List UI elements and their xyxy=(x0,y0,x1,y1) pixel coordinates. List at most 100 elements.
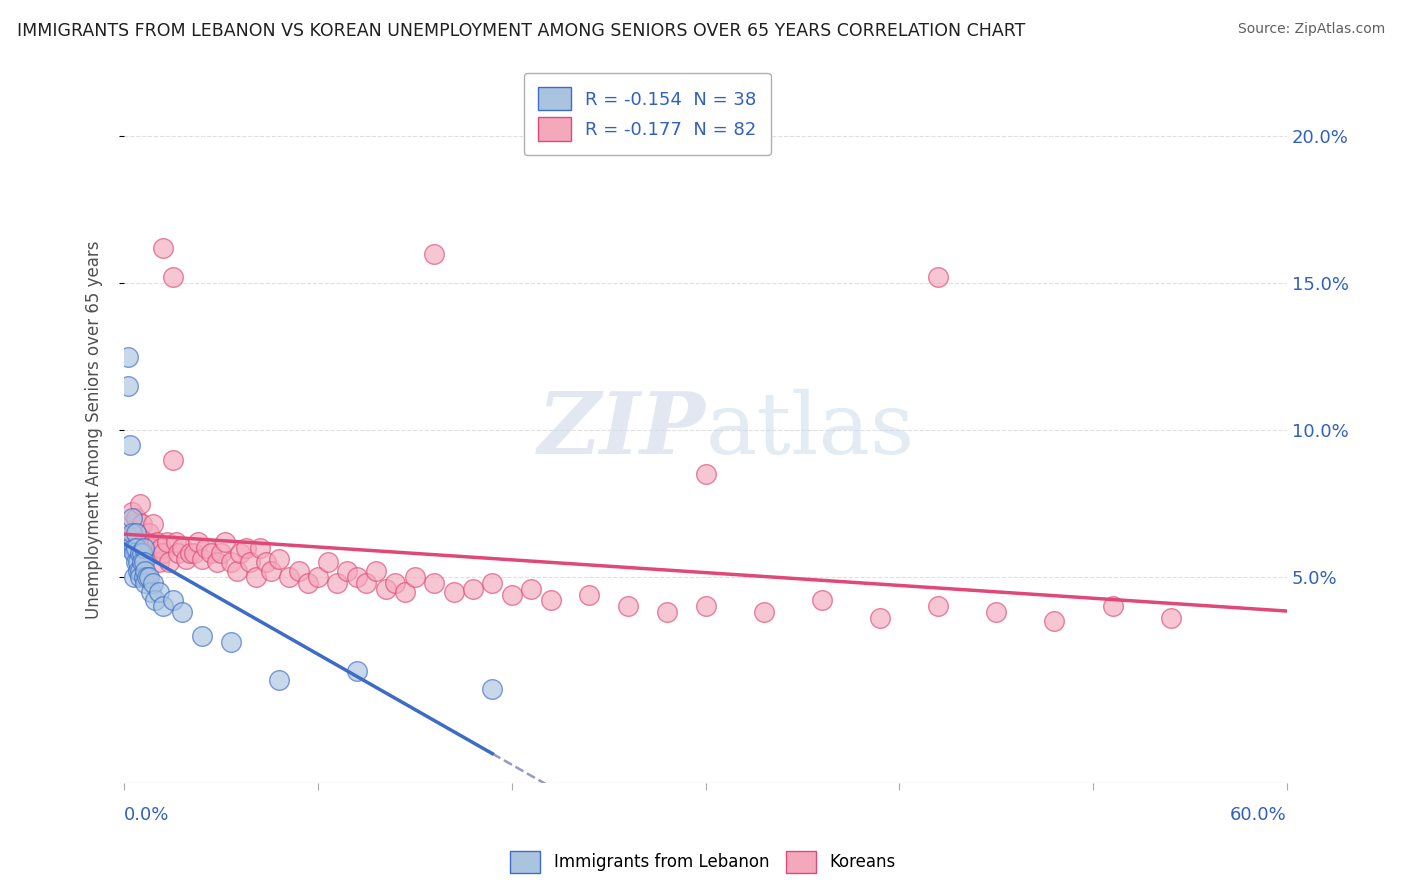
Point xyxy=(179,547,201,561)
Point xyxy=(136,570,159,584)
Text: 0.0%: 0.0% xyxy=(124,806,170,824)
Point xyxy=(134,541,156,555)
Point xyxy=(132,541,155,555)
Point xyxy=(143,593,166,607)
Point xyxy=(540,593,562,607)
Point xyxy=(167,547,190,561)
Point xyxy=(131,517,153,532)
Point xyxy=(127,525,149,540)
Point xyxy=(117,350,139,364)
Text: atlas: atlas xyxy=(706,389,915,472)
Point xyxy=(125,555,148,569)
Point xyxy=(695,467,717,482)
Point xyxy=(214,534,236,549)
Point xyxy=(229,547,252,561)
Point xyxy=(374,582,396,596)
Point xyxy=(239,555,262,569)
Point xyxy=(183,547,205,561)
Point xyxy=(127,564,149,578)
Point xyxy=(336,564,359,578)
Point xyxy=(269,552,291,566)
Point xyxy=(121,511,143,525)
Point xyxy=(162,593,184,607)
Point xyxy=(461,582,484,596)
Point xyxy=(166,534,188,549)
Point xyxy=(122,541,145,555)
Point xyxy=(811,593,834,607)
Point xyxy=(249,541,271,555)
Point xyxy=(149,541,172,555)
Point xyxy=(316,555,339,569)
Point xyxy=(125,525,148,540)
Point xyxy=(118,438,141,452)
Point xyxy=(1043,614,1066,628)
Point xyxy=(384,575,406,590)
Point xyxy=(927,270,949,285)
Point xyxy=(134,564,156,578)
Point xyxy=(1101,599,1123,614)
Point xyxy=(219,555,242,569)
Y-axis label: Unemployment Among Seniors over 65 years: Unemployment Among Seniors over 65 years xyxy=(86,241,103,619)
Point xyxy=(364,564,387,578)
Point xyxy=(118,517,141,532)
Point xyxy=(148,555,170,569)
Point xyxy=(260,564,283,578)
Point xyxy=(927,599,949,614)
Point xyxy=(121,525,143,540)
Point xyxy=(190,629,212,643)
Point xyxy=(148,584,170,599)
Point xyxy=(869,611,891,625)
Point xyxy=(131,555,153,569)
Point xyxy=(1160,611,1182,625)
Point xyxy=(986,605,1008,619)
Point xyxy=(172,541,194,555)
Point xyxy=(307,570,329,584)
Point xyxy=(128,547,150,561)
Point xyxy=(205,555,228,569)
Point xyxy=(695,599,717,614)
Point xyxy=(225,564,247,578)
Point xyxy=(200,547,222,561)
Point xyxy=(152,599,174,614)
Text: 60.0%: 60.0% xyxy=(1230,806,1286,824)
Legend: R = -0.154  N = 38, R = -0.177  N = 82: R = -0.154 N = 38, R = -0.177 N = 82 xyxy=(524,72,770,155)
Point xyxy=(128,497,150,511)
Point xyxy=(131,547,153,561)
Point xyxy=(443,584,465,599)
Point xyxy=(578,588,600,602)
Point xyxy=(394,584,416,599)
Point xyxy=(520,582,543,596)
Point xyxy=(481,681,503,696)
Point xyxy=(219,634,242,648)
Point xyxy=(187,534,209,549)
Point xyxy=(287,564,309,578)
Point xyxy=(128,564,150,578)
Point xyxy=(141,584,163,599)
Point xyxy=(277,570,299,584)
Point xyxy=(423,575,446,590)
Point xyxy=(152,241,174,255)
Point xyxy=(121,505,143,519)
Point xyxy=(162,452,184,467)
Point xyxy=(142,517,165,532)
Point xyxy=(209,547,232,561)
Point xyxy=(346,664,368,678)
Point xyxy=(356,575,378,590)
Point xyxy=(752,605,775,619)
Point xyxy=(143,547,166,561)
Point xyxy=(136,547,159,561)
Point xyxy=(141,541,163,555)
Point xyxy=(152,547,174,561)
Point xyxy=(162,270,184,285)
Point xyxy=(132,534,155,549)
Point xyxy=(655,605,678,619)
Point xyxy=(172,605,194,619)
Point xyxy=(156,534,179,549)
Point xyxy=(138,525,160,540)
Point xyxy=(127,555,149,569)
Point xyxy=(269,673,291,687)
Point xyxy=(132,570,155,584)
Point xyxy=(481,575,503,590)
Point xyxy=(132,555,155,569)
Point xyxy=(118,541,141,555)
